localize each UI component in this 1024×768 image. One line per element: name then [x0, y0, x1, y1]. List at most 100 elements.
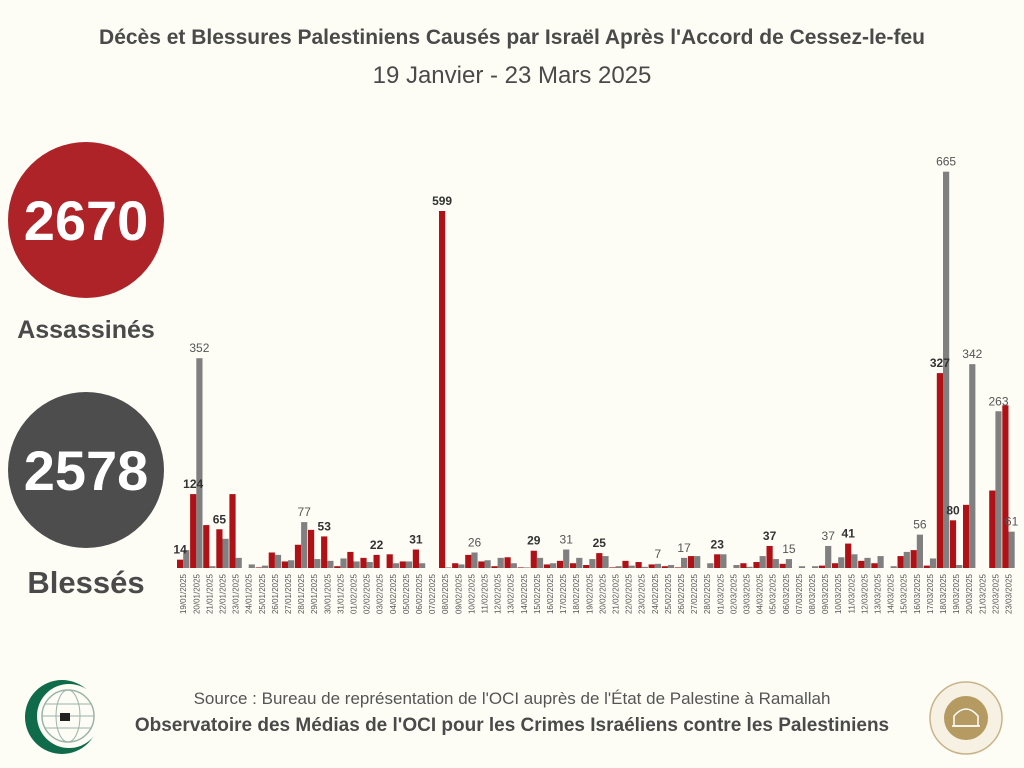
- bar-killed-46: [779, 563, 786, 568]
- x-tick-label: 07/03/2025: [795, 573, 804, 614]
- bar-killed-35: [635, 562, 642, 568]
- bar-injured-14: [366, 562, 373, 568]
- bar-injured-24: [497, 557, 504, 568]
- x-tick-label: 29/01/2025: [310, 573, 319, 614]
- x-tick-label: 24/01/2025: [245, 573, 254, 614]
- data-label: 25: [593, 536, 607, 550]
- data-label: 56: [913, 518, 927, 532]
- bar-killed-11: [321, 536, 328, 568]
- chart-subtitle: 19 Janvier - 23 Mars 2025: [372, 62, 652, 89]
- x-tick-label: 11/02/2025: [481, 573, 490, 613]
- x-tick-label: 05/02/2025: [402, 573, 411, 614]
- bar-injured-31: [589, 559, 596, 568]
- bar-killed-51: [845, 543, 852, 568]
- bar-killed-26: [517, 567, 524, 568]
- x-tick-label: 16/02/2025: [546, 573, 555, 614]
- observatory-text: Observatoire des Médias de l'OCI pour le…: [134, 715, 890, 736]
- data-label: 23: [711, 537, 725, 551]
- x-tick-label: 02/02/2025: [363, 573, 372, 614]
- bar-injured-4: [235, 557, 242, 568]
- bar-injured-36: [654, 563, 661, 568]
- x-tick-label: 04/02/2025: [389, 573, 398, 614]
- bar-injured-27: [536, 557, 544, 568]
- bar-injured-35: [641, 566, 648, 568]
- bar-injured-56: [916, 534, 923, 568]
- bar-killed-55: [897, 556, 904, 568]
- bar-injured-10: [314, 559, 321, 568]
- x-tick-label: 18/02/2025: [572, 573, 581, 614]
- bar-injured-44: [759, 556, 766, 568]
- bar-injured-2: [209, 566, 216, 568]
- bar-injured-16: [392, 563, 399, 568]
- x-tick-label: 26/02/2025: [677, 573, 686, 614]
- bar-injured-54: [890, 566, 897, 568]
- x-tick-label: 08/03/2025: [808, 573, 817, 614]
- bar-injured-53: [877, 556, 884, 568]
- bar-killed-24: [491, 566, 498, 568]
- killed-total-circle: 2670: [8, 142, 164, 298]
- bar-killed-53: [871, 563, 878, 568]
- bar-injured-3: [222, 538, 229, 568]
- bar-killed-9: [294, 544, 302, 568]
- bar-injured-9: [301, 522, 308, 568]
- bar-killed-27: [530, 550, 537, 568]
- bar-killed-8: [281, 561, 288, 568]
- bar-injured-5: [248, 564, 255, 568]
- x-tick-label: 23/01/2025: [232, 573, 241, 614]
- x-tick-label: 20/03/2025: [965, 573, 974, 614]
- bar-injured-22: [471, 552, 478, 568]
- bar-killed-59: [949, 520, 957, 568]
- oic-logo-icon: [25, 680, 100, 754]
- bar-killed-31: [583, 565, 590, 568]
- x-tick-label: 06/02/2025: [415, 573, 424, 614]
- bar-injured-55: [903, 551, 910, 568]
- data-label: 22: [370, 538, 384, 552]
- bar-injured-38: [681, 557, 688, 568]
- bar-injured-51: [851, 554, 858, 568]
- bar-injured-30: [576, 557, 583, 568]
- x-tick-label: 22/01/2025: [219, 573, 228, 614]
- data-label: 665: [936, 155, 956, 169]
- bar-killed-56: [910, 550, 917, 568]
- x-tick-label: 06/03/2025: [782, 573, 791, 614]
- x-tick-label: 13/02/2025: [507, 573, 516, 614]
- bar-killed-3: [216, 529, 223, 568]
- bar-injured-12: [340, 558, 347, 568]
- bar-killed-25: [504, 557, 511, 568]
- x-tick-label: 20/01/2025: [192, 573, 201, 614]
- bar-killed-1: [190, 494, 197, 568]
- bar-injured-45: [772, 559, 779, 568]
- x-tick-label: 31/01/2025: [336, 573, 345, 614]
- data-label: 29: [527, 534, 541, 548]
- x-tick-label: 02/03/2025: [729, 573, 738, 614]
- x-tick-label: 19/02/2025: [585, 573, 594, 614]
- bar-injured-21: [458, 564, 465, 568]
- bar-killed-16: [386, 554, 393, 568]
- bar-killed-34: [622, 560, 629, 568]
- injured-total: 2578: [23, 438, 149, 502]
- x-tick-label: 30/01/2025: [323, 573, 332, 614]
- data-label: 31: [409, 533, 423, 547]
- bar-injured-48: [812, 566, 819, 568]
- data-label: 17: [677, 541, 691, 555]
- x-tick-label: 05/03/2025: [769, 573, 778, 614]
- bar-killed-22: [465, 554, 472, 568]
- data-label: 26: [468, 536, 482, 550]
- data-label: 31: [560, 533, 574, 547]
- bar-killed-52: [858, 560, 865, 568]
- x-tick-label: 21/01/2025: [205, 573, 214, 614]
- data-label: 61: [1005, 515, 1019, 529]
- bar-injured-63: [1008, 531, 1015, 568]
- bar-killed-36: [648, 564, 655, 568]
- bar-injured-29: [563, 549, 570, 568]
- x-tick-label: 17/02/2025: [559, 573, 568, 614]
- bar-killed-44: [753, 562, 760, 568]
- bar-injured-58: [943, 171, 950, 568]
- chart-title: Décès et Blessures Palestiniens Causés p…: [99, 26, 925, 49]
- bar-injured-25: [510, 563, 517, 568]
- x-tick-label: 26/01/2025: [271, 573, 280, 614]
- data-label: 80: [946, 503, 960, 517]
- x-tick-label: 08/02/2025: [441, 573, 450, 614]
- bar-killed-43: [740, 563, 747, 568]
- x-tick-label: 28/02/2025: [703, 573, 712, 614]
